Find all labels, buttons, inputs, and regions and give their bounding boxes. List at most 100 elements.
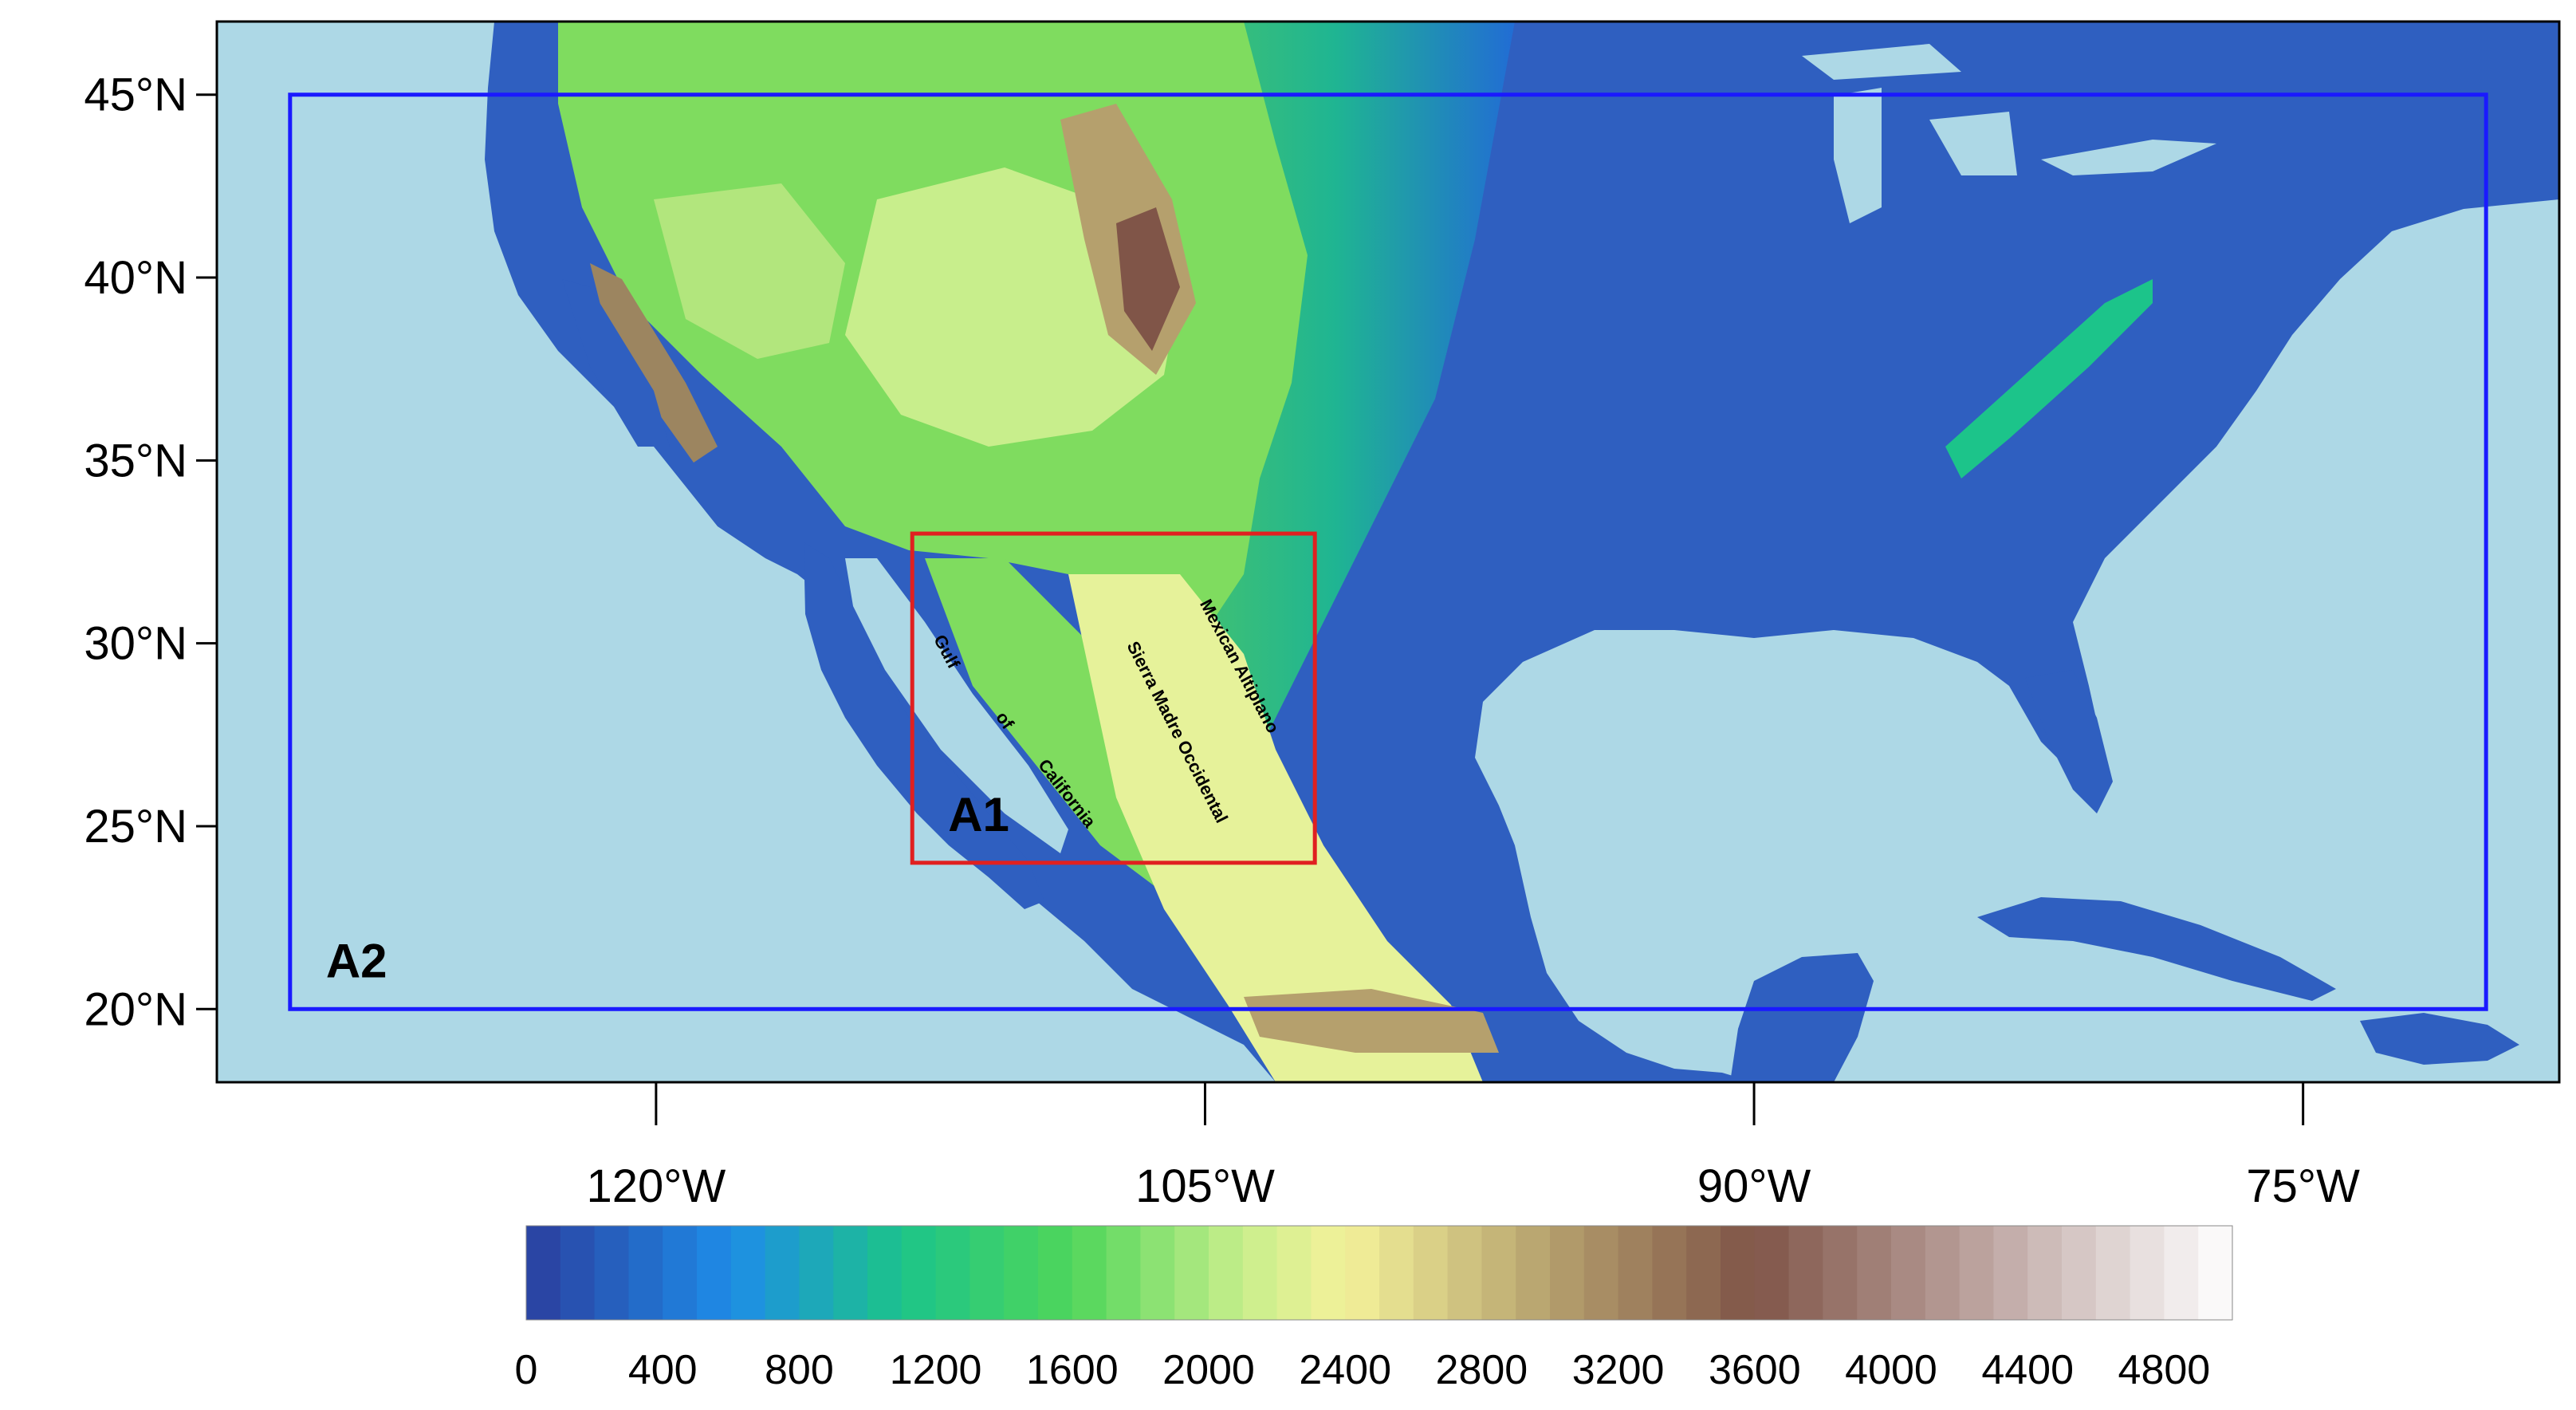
colorbar-tick-label: 3200 <box>1572 1347 1665 1393</box>
domain-label-a1: A1 <box>948 788 1009 841</box>
domain-boxes: A1 A2 <box>288 93 2488 1011</box>
colorbar-tick-label: 0 <box>515 1347 538 1393</box>
colorbar-cell <box>1959 1226 1994 1320</box>
trans-mexican-volcanic-belt <box>1244 989 1499 1053</box>
lat-tick-label: 25°N <box>84 801 187 853</box>
colorbar-cell <box>1345 1226 1380 1320</box>
colorbar-cell <box>1686 1226 1721 1320</box>
domain-box-a2 <box>288 93 2488 1011</box>
central-valley <box>562 279 670 447</box>
colorbar-cell <box>2095 1226 2131 1320</box>
rocky-peaks <box>1116 207 1180 351</box>
colorbar-cell <box>969 1226 1005 1320</box>
sierra-madre-occidental-terrain <box>925 558 1180 893</box>
baja-california <box>804 542 1044 909</box>
colorbar-cell <box>935 1226 970 1320</box>
colorbar-cell <box>1276 1226 1312 1320</box>
colorbar-tick-label: 1200 <box>890 1347 982 1393</box>
colorbar-tick-label: 4400 <box>1981 1347 2074 1393</box>
colorbar-tick-label: 4000 <box>1845 1347 1937 1393</box>
colorbar-cell <box>1516 1226 1551 1320</box>
lon-tick-label: 75°W <box>2246 1160 2360 1212</box>
colorbar-cell <box>697 1226 732 1320</box>
colorbar-cell <box>2164 1226 2199 1320</box>
colorbar-cell <box>833 1226 868 1320</box>
colorbar-tick-label: 2400 <box>1299 1347 1391 1393</box>
lon-tick-label: 90°W <box>1697 1160 1811 1212</box>
colorbar-cell <box>1652 1226 1687 1320</box>
florida <box>2025 670 2113 813</box>
hispaniola <box>2360 1013 2519 1065</box>
colorbar-cells <box>526 1226 2233 1320</box>
colorbar-cell <box>1242 1226 1278 1320</box>
colorbar-cell <box>1721 1226 1756 1320</box>
lat-tick-label: 35°N <box>84 435 187 486</box>
colorbar-cell <box>1072 1226 1107 1320</box>
colorbar-cell <box>1891 1226 1926 1320</box>
latitude-axis: 45°N 40°N 35°N 30°N 25°N 20°N <box>84 69 217 1035</box>
colorbar-cell <box>628 1226 663 1320</box>
colorbar-cell <box>1823 1226 1858 1320</box>
elevation-overlay <box>558 22 2216 1082</box>
colorbar-cell <box>730 1226 766 1320</box>
mexican-altiplano-terrain <box>1068 574 1483 1082</box>
colorbar-cell <box>526 1226 561 1320</box>
lat-tick-label: 45°N <box>84 69 187 121</box>
great-lakes <box>1802 44 2216 223</box>
gulf-of-california-water <box>845 558 1068 853</box>
lon-tick-label: 105°W <box>1135 1160 1275 1212</box>
colorbar-cell <box>594 1226 629 1320</box>
lat-tick-label: 30°N <box>84 618 187 670</box>
colorbar-cell <box>765 1226 800 1320</box>
colorbar-cell <box>1311 1226 1346 1320</box>
domain-box-a1 <box>910 531 1317 865</box>
colorbar-cell <box>2198 1226 2233 1320</box>
cuba <box>1977 897 2336 1001</box>
colorbar-cell <box>560 1226 596 1320</box>
colorbar-cell <box>2130 1226 2165 1320</box>
colorbar-cell <box>1550 1226 1585 1320</box>
colorbar-tick-label: 2000 <box>1162 1347 1255 1393</box>
colorbar-cell <box>1174 1226 1209 1320</box>
colorbar-cell <box>1993 1226 2028 1320</box>
colorbar-cell <box>1004 1226 1039 1320</box>
colorbar: 0 400 800 1200 1600 2000 2400 2800 3200 3600 4000 4… <box>515 1225 2233 1393</box>
colorbar-cell <box>901 1226 937 1320</box>
colorbar-frame <box>525 1225 2233 1321</box>
colorbar-cell <box>1379 1226 1414 1320</box>
appalachians <box>1945 279 2153 479</box>
colorbar-tick-label: 2800 <box>1436 1347 1528 1393</box>
colorbar-cell <box>1754 1226 1790 1320</box>
colorbar-tick-label: 1600 <box>1026 1347 1119 1393</box>
colorbar-cell <box>1140 1226 1175 1320</box>
great-basin <box>654 183 845 359</box>
colorbar-cell <box>1413 1226 1449 1320</box>
colorbar-tick-labels: 0 400 800 1200 1600 2000 2400 2800 3200 3600 4000 4… <box>515 1347 2211 1393</box>
colorbar-cell <box>1106 1226 1141 1320</box>
domain-label-a2: A2 <box>326 934 387 987</box>
colorbar-cell <box>1038 1226 1073 1320</box>
colorbar-cell <box>1925 1226 1961 1320</box>
colorbar-tick-label: 3600 <box>1709 1347 1801 1393</box>
map-frame <box>215 20 2561 1084</box>
colorbar-cell <box>799 1226 834 1320</box>
colorbar-cell <box>1788 1226 1823 1320</box>
colorbar-cell <box>1209 1226 1244 1320</box>
colorbar-cell <box>867 1226 903 1320</box>
colorbar-cell <box>1857 1226 1892 1320</box>
colorbar-cell <box>1481 1226 1516 1320</box>
colorbar-cell <box>2062 1226 2097 1320</box>
sierra-nevada <box>590 263 718 463</box>
colorbar-cell <box>1618 1226 1653 1320</box>
colorbar-tick-label: 400 <box>628 1347 698 1393</box>
longitude-axis: 120°W 105°W 90°W 75°W <box>587 1082 2360 1212</box>
colorbar-tick-label: 800 <box>765 1347 834 1393</box>
colorbar-cell <box>1447 1226 1482 1320</box>
colorbar-tick-label: 4800 <box>2118 1347 2211 1393</box>
lon-tick-label: 120°W <box>587 1160 726 1212</box>
colorbar-cell <box>2027 1226 2063 1320</box>
yucatan-peninsula <box>1730 953 1874 1082</box>
lat-tick-label: 20°N <box>84 983 187 1035</box>
